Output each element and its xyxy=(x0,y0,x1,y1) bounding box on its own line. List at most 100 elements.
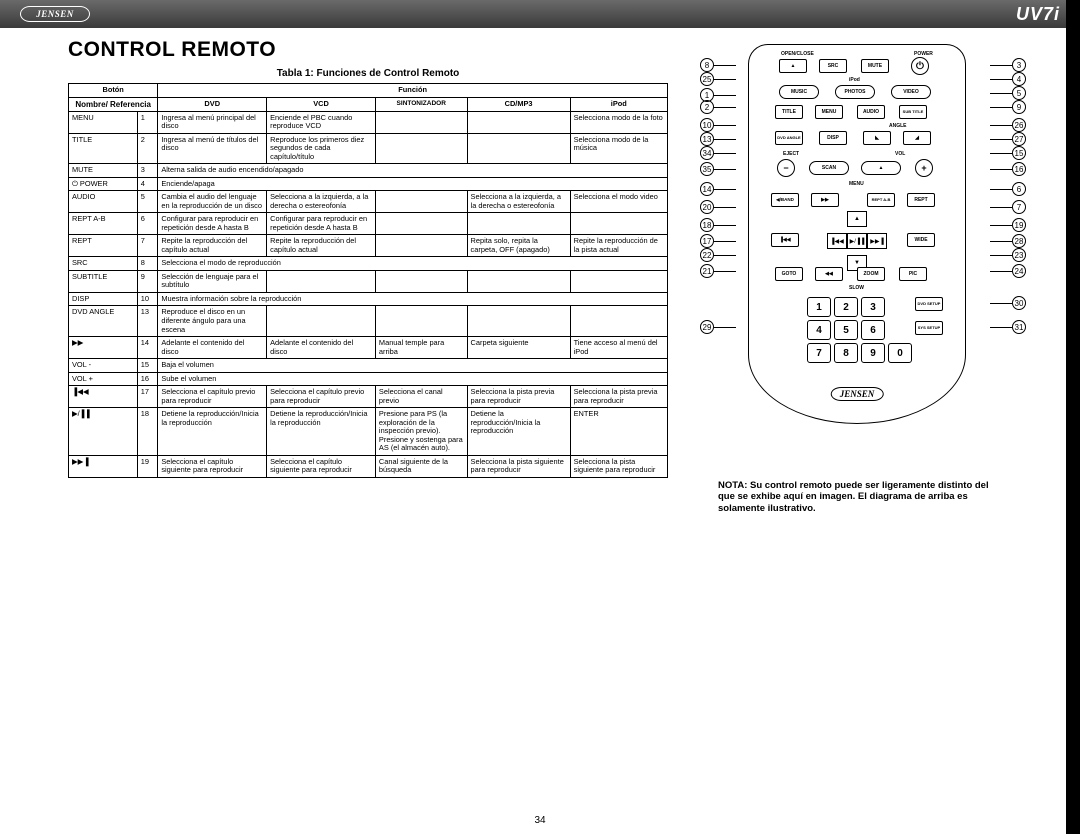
callout-29: 29 xyxy=(700,320,736,334)
callout-13: 13 xyxy=(700,132,736,146)
dpad: ▲ ▐◀◀ ▶/▐▐ ▶▶▐ ▼ xyxy=(827,211,887,271)
key-0: 0 xyxy=(888,343,912,363)
cell-dvd: Cambia el audio del lenguaje en la repro… xyxy=(158,191,267,213)
cell-vcd: Adelante el contenido del disco xyxy=(267,337,376,359)
btn-band: ◀/BAND xyxy=(771,193,799,207)
table-row: SRC8Selecciona el modo de reproducción xyxy=(69,257,668,271)
table-row: TITLE2Ingresa al menú de títulos del dis… xyxy=(69,133,668,164)
callout-19: 19 xyxy=(990,218,1026,232)
cell-cd xyxy=(467,306,570,337)
cell-sint: Canal siguiente de la búsqueda xyxy=(375,455,467,477)
btn-eject-top: ▲ xyxy=(779,59,807,73)
right-column: OPEN/CLOSE ▲ SRC MUTE POWER ⏻ iPod MUSIC… xyxy=(698,38,1028,514)
key-8: 8 xyxy=(834,343,858,363)
cell-ipod: Selecciona la pista previa para reproduc… xyxy=(570,386,667,408)
cell-vcd: Detiene la reproducción/Inicia la reprod… xyxy=(267,408,376,456)
cell-name: DISP xyxy=(69,292,138,306)
btn-next: ▶▶▐ xyxy=(867,233,887,249)
left-column: CONTROL REMOTO Tabla 1: Funciones de Con… xyxy=(68,38,668,514)
callout-8: 8 xyxy=(700,58,736,72)
cell-dvd: Ingresa al menú de títulos del disco xyxy=(158,133,267,164)
cell-dvd: Detiene la reproducción/Inicia la reprod… xyxy=(158,408,267,456)
btn-audio: AUDIO xyxy=(857,105,885,119)
callout-7: 7 xyxy=(990,200,1026,214)
header-bar: JENSEN UV7i xyxy=(0,0,1080,28)
th-dvd: DVD xyxy=(158,97,267,111)
btn-prev: ▐◀◀ xyxy=(827,233,847,249)
btn-subtitle: SUB TITLE xyxy=(899,105,927,119)
cell-span: Enciende/apaga xyxy=(158,177,668,191)
cell-vcd: Selecciona a la izquierda, a la derecha … xyxy=(267,191,376,213)
cell-name: TITLE xyxy=(69,133,138,164)
cell-span: Baja el volumen xyxy=(158,359,668,373)
callout-34: 34 xyxy=(700,146,736,160)
cell-ipod xyxy=(570,270,667,292)
table-row: ▐◀◀17Selecciona el capítulo previo para … xyxy=(69,386,668,408)
btn-src: SRC xyxy=(819,59,847,73)
btn-title: TITLE xyxy=(775,105,803,119)
functions-table: Botón Función Nombre/ Referencia DVD VCD… xyxy=(68,83,668,478)
callout-3: 3 xyxy=(990,58,1026,72)
cell-dvd: Selección de lenguaje para el subtítulo xyxy=(158,270,267,292)
lbl-open-close: OPEN/CLOSE xyxy=(781,51,814,57)
callout-31: 31 xyxy=(990,320,1026,334)
cell-dvd: Configurar para reproducir en repetición… xyxy=(158,213,267,235)
content: CONTROL REMOTO Tabla 1: Funciones de Con… xyxy=(0,28,1080,514)
callout-14: 14 xyxy=(700,182,736,196)
keypad: 1234567890 xyxy=(807,297,912,363)
cell-name: DVD ANGLE xyxy=(69,306,138,337)
cell-vcd xyxy=(267,270,376,292)
cell-cd xyxy=(467,213,570,235)
btn-photos: PHOTOS xyxy=(835,85,875,99)
cell-num: 10 xyxy=(137,292,158,306)
lbl-angle: ANGLE xyxy=(889,123,907,129)
btn-prev2: ▐◀◀ xyxy=(771,233,799,247)
table-row: SUBTITLE9Selección de lenguaje para el s… xyxy=(69,270,668,292)
cell-num: 18 xyxy=(137,408,158,456)
btn-ff: ▶▶ xyxy=(811,193,839,207)
callout-15: 15 xyxy=(990,146,1026,160)
btn-zoom: ZOOM xyxy=(857,267,885,281)
th-sint: SINTONIZADOR xyxy=(375,97,467,111)
cell-cd: Selecciona la pista previa para reproduc… xyxy=(467,386,570,408)
remote-brand: JENSEN xyxy=(831,387,884,401)
btn-plus: + xyxy=(915,159,933,177)
callout-17: 17 xyxy=(700,234,736,248)
th-nombre: Nombre/ Referencia xyxy=(69,97,158,111)
cell-sint xyxy=(375,270,467,292)
callout-26: 26 xyxy=(990,118,1026,132)
cell-name: ⏻ POWER xyxy=(69,177,138,191)
btn-scan: SCAN xyxy=(809,161,849,175)
btn-wide: WIDE xyxy=(907,233,935,247)
page-title: CONTROL REMOTO xyxy=(68,38,668,62)
cell-ipod: Selecciona la pista siguiente para repro… xyxy=(570,455,667,477)
callout-4: 4 xyxy=(990,72,1026,86)
btn-sys-setup: SYS SETUP xyxy=(915,321,943,335)
callout-21: 21 xyxy=(700,264,736,278)
cell-cd: Carpeta siguiente xyxy=(467,337,570,359)
callout-23: 23 xyxy=(990,248,1026,262)
lbl-eject: EJECT xyxy=(783,151,799,157)
brand-name: JENSEN xyxy=(20,6,90,22)
cell-dvd: Selecciona el capítulo previo para repro… xyxy=(158,386,267,408)
btn-rept: REPT xyxy=(907,193,935,207)
btn-mute: MUTE xyxy=(861,59,889,73)
callout-9: 9 xyxy=(990,100,1026,114)
callout-22: 22 xyxy=(700,248,736,262)
table-row: ▶▶▐19Selecciona el capítulo siguiente pa… xyxy=(69,455,668,477)
callout-18: 18 xyxy=(700,218,736,232)
cell-cd: Selecciona la pista siguiente para repro… xyxy=(467,455,570,477)
cell-num: 13 xyxy=(137,306,158,337)
table-caption: Tabla 1: Funciones de Control Remoto xyxy=(68,68,668,79)
cell-name: ▶/ ▌▌ xyxy=(69,408,138,456)
cell-num: 16 xyxy=(137,372,158,386)
cell-name: VOL - xyxy=(69,359,138,373)
th-cd: CD/MP3 xyxy=(467,97,570,111)
cell-sint: Manual temple para arriba xyxy=(375,337,467,359)
table-row: MENU1Ingresa al menú principal del disco… xyxy=(69,111,668,133)
callout-2: 2 xyxy=(700,100,736,114)
lbl-ipod: iPod xyxy=(849,77,860,83)
cell-name: MUTE xyxy=(69,164,138,178)
btn-angle-l: ◣ xyxy=(863,131,891,145)
remote-body: OPEN/CLOSE ▲ SRC MUTE POWER ⏻ iPod MUSIC… xyxy=(748,44,966,424)
